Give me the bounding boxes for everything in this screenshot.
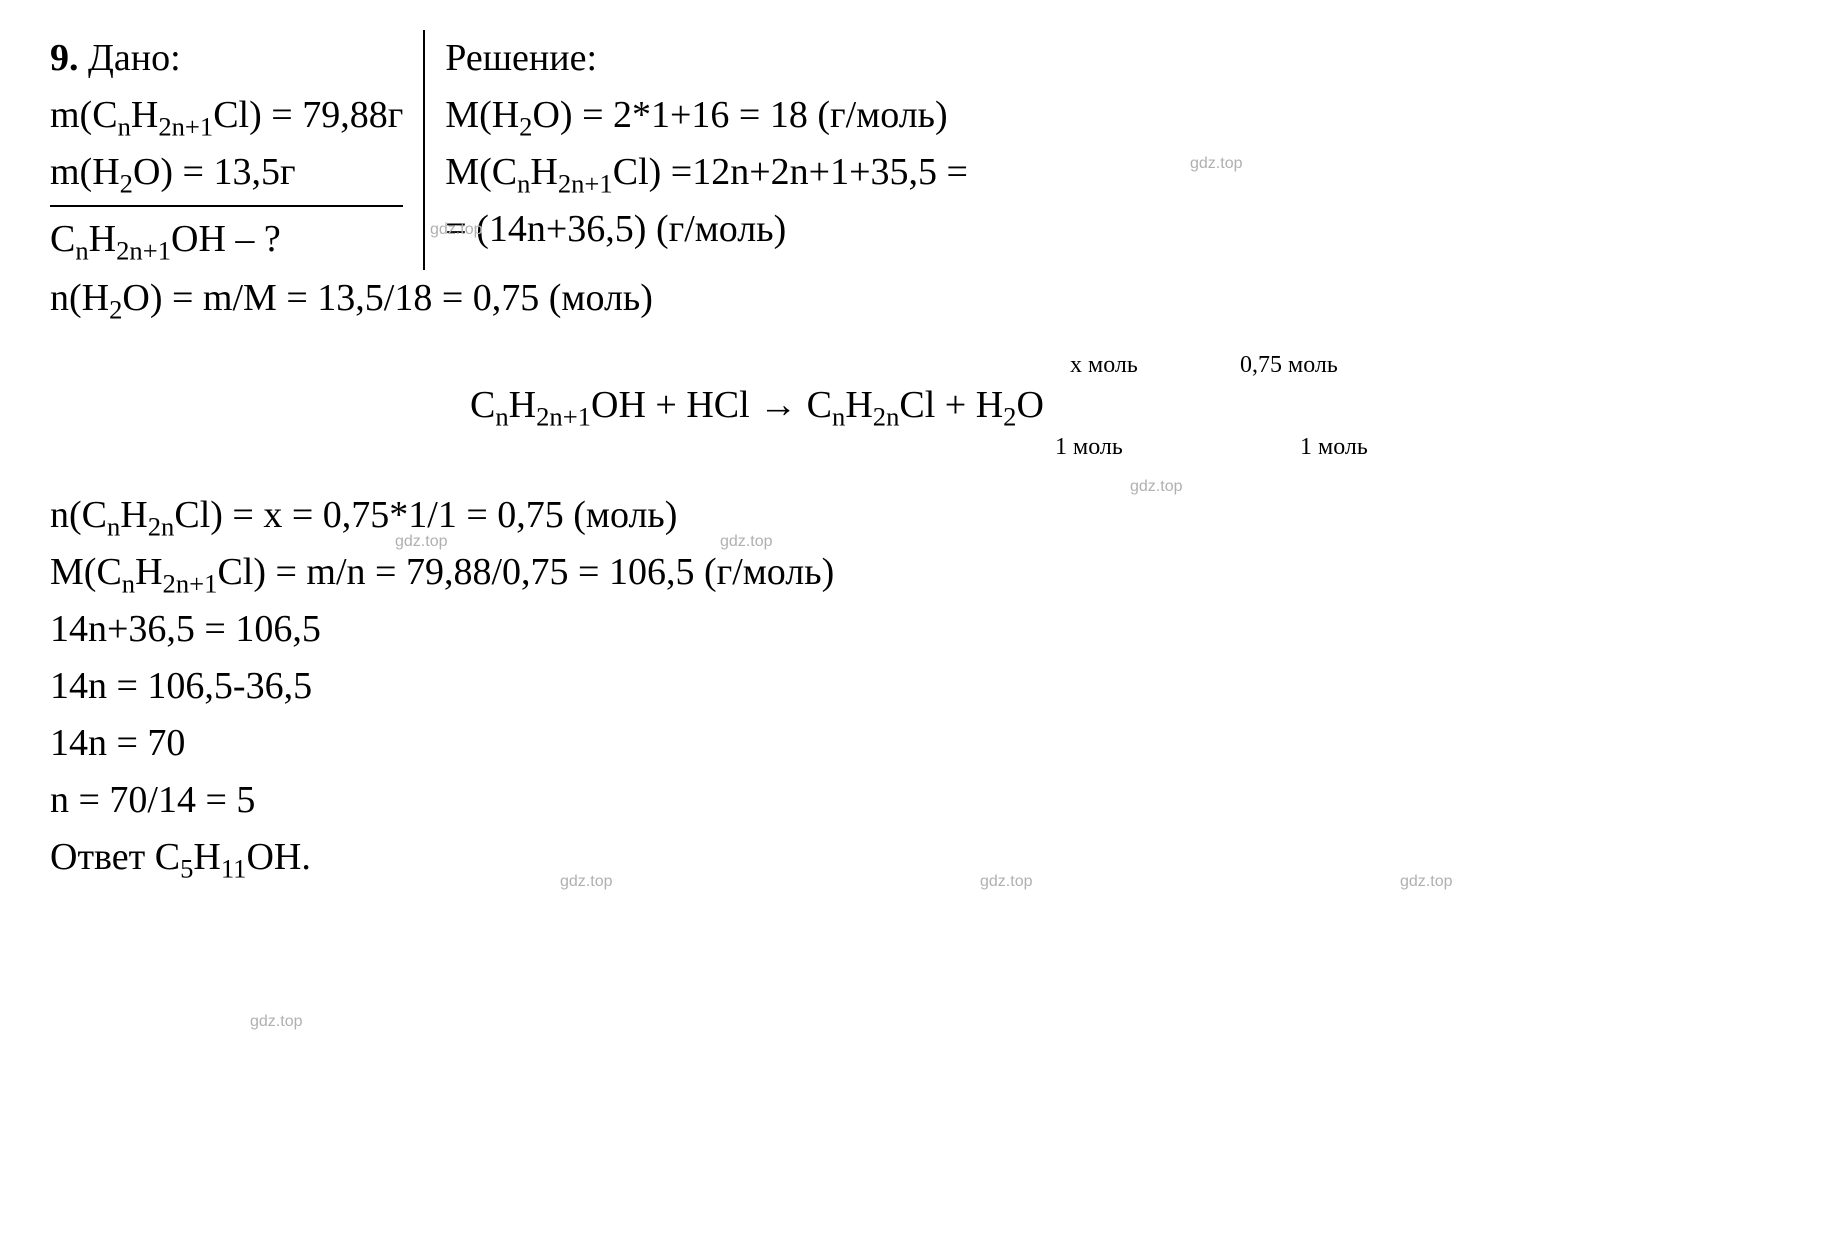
equation-container: x моль 0,75 моль CnH2n+1OH + HCl → CnH2n…: [50, 347, 1780, 467]
text: OH + HCl → C: [591, 384, 832, 426]
sub: 2n: [873, 402, 900, 432]
text: H: [509, 384, 536, 426]
sub: n: [517, 169, 530, 199]
text: Ответ C: [50, 836, 180, 878]
equation-main: CnH2n+1OH + HCl → CnH2nCl + H2O: [470, 377, 1044, 434]
text: M(C: [445, 151, 517, 193]
text: H: [89, 218, 116, 260]
given-divider: [50, 205, 403, 207]
body-line-7: 14n = 70: [50, 715, 1780, 772]
solution-line-1: M(H2O) = 2*1+16 = 18 (г/моль): [445, 87, 968, 144]
solution-column: Решение: M(H2O) = 2*1+16 = 18 (г/моль) M…: [423, 30, 968, 270]
text: M(H: [445, 94, 519, 136]
text: O: [1016, 384, 1043, 426]
text: H: [530, 151, 557, 193]
sub: 2: [1003, 402, 1016, 432]
text: M(C: [50, 551, 122, 593]
sub: 2n+1: [536, 402, 591, 432]
body-line-5: 14n+36,5 = 106,5: [50, 601, 1780, 658]
text: m(C: [50, 94, 118, 136]
sub: 5: [180, 854, 193, 884]
text: OH.: [246, 836, 310, 878]
text: H: [135, 551, 162, 593]
sub: 11: [221, 854, 247, 884]
sub: n: [75, 236, 88, 266]
text: C: [470, 384, 495, 426]
text: H: [845, 384, 872, 426]
text: OH – ?: [171, 218, 281, 260]
given-header: Дано:: [88, 37, 181, 79]
answer-line: Ответ C5H11OH.: [50, 829, 1780, 886]
body-line-4: M(CnH2n+1Cl) = m/n = 79,88/0,75 = 106,5 …: [50, 544, 1780, 601]
given-find-line: CnH2n+1OH – ?: [50, 211, 403, 268]
text: Cl) = x = 0,75*1/1 = 0,75 (моль): [174, 494, 677, 536]
text: Cl) = m/n = 79,88/0,75 = 106,5 (г/моль): [217, 551, 834, 593]
eq-sub-1: 1 моль: [1055, 429, 1123, 465]
sub: n: [107, 512, 120, 542]
watermark-icon: gdz.top: [250, 1010, 302, 1034]
problem-header-line: 9. Дано:: [50, 30, 403, 87]
text: C: [50, 218, 75, 260]
sub: n: [832, 402, 845, 432]
sub: 2n+1: [558, 169, 613, 199]
sub: 2n: [148, 512, 175, 542]
text: O) = m/M = 13,5/18 = 0,75 (моль): [122, 277, 653, 319]
text: H: [131, 94, 158, 136]
body-line-1: n(H2O) = m/M = 13,5/18 = 0,75 (моль): [50, 270, 1780, 327]
text: H: [120, 494, 147, 536]
sub: n: [118, 112, 131, 142]
text: O) = 13,5г: [133, 151, 296, 193]
eq-super-1: x моль: [1070, 347, 1138, 383]
sub: 2n+1: [116, 236, 171, 266]
sub: n: [495, 402, 508, 432]
body-line-3: n(CnH2nCl) = x = 0,75*1/1 = 0,75 (моль): [50, 487, 1780, 544]
given-column: 9. Дано: m(CnH2n+1Cl) = 79,88г m(H2O) = …: [50, 30, 423, 268]
given-line-1: m(CnH2n+1Cl) = 79,88г: [50, 87, 403, 144]
sub: 2n+1: [163, 569, 218, 599]
body-line-6: 14n = 106,5-36,5: [50, 658, 1780, 715]
solution-header: Решение:: [445, 30, 968, 87]
body-line-8: n = 70/14 = 5: [50, 772, 1780, 829]
text: Cl + H: [899, 384, 1003, 426]
sub: 2: [120, 169, 133, 199]
text: m(H: [50, 151, 120, 193]
text: n(C: [50, 494, 107, 536]
eq-sub-2: 1 моль: [1300, 429, 1368, 465]
text: Cl) =12n+2n+1+35,5 =: [613, 151, 968, 193]
sub: 2: [519, 112, 532, 142]
solution-line-2: M(CnH2n+1Cl) =12n+2n+1+35,5 =: [445, 144, 968, 201]
sub: n: [122, 569, 135, 599]
sub: 2: [109, 295, 122, 325]
text: Cl) = 79,88г: [213, 94, 403, 136]
text: O) = 2*1+16 = 18 (г/моль): [532, 94, 947, 136]
solution-line-3: = (14n+36,5) (г/моль): [445, 201, 968, 258]
top-section: 9. Дано: m(CnH2n+1Cl) = 79,88г m(H2O) = …: [50, 30, 1780, 270]
sub: 2n+1: [158, 112, 213, 142]
problem-number: 9.: [50, 37, 79, 79]
eq-super-2: 0,75 моль: [1240, 347, 1338, 383]
text: H: [193, 836, 220, 878]
text: n(H: [50, 277, 109, 319]
given-line-2: m(H2O) = 13,5г: [50, 144, 403, 201]
